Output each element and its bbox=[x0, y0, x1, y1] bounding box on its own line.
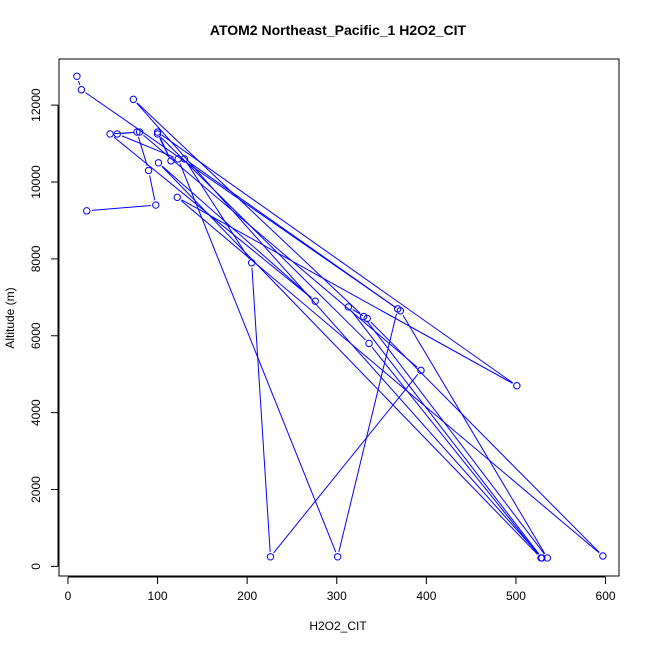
series-line-segment bbox=[136, 102, 539, 555]
x-tick-label: 0 bbox=[65, 589, 72, 603]
series-line-segment bbox=[149, 175, 156, 201]
series-line-segment bbox=[121, 135, 174, 158]
series-line-segment bbox=[179, 163, 337, 553]
data-point bbox=[106, 130, 114, 138]
series-line-segment bbox=[143, 134, 418, 368]
data-point bbox=[73, 72, 81, 81]
series-line-segment bbox=[137, 136, 148, 166]
data-point bbox=[133, 128, 141, 136]
y-axis-label: Altitude (m) bbox=[3, 287, 17, 348]
y-tick-label: 12000 bbox=[29, 88, 43, 122]
x-axis-label: H2O2_CIT bbox=[309, 619, 367, 633]
y-tick-label: 4000 bbox=[29, 399, 43, 426]
y-tick-label: 8000 bbox=[29, 245, 43, 272]
data-point bbox=[359, 312, 368, 321]
series-line-segment bbox=[161, 134, 514, 384]
data-point bbox=[247, 259, 256, 267]
data-point bbox=[167, 157, 175, 165]
x-tick-label: 600 bbox=[596, 589, 616, 603]
data-point bbox=[135, 128, 144, 136]
data-point bbox=[599, 552, 607, 560]
series-line-segment bbox=[91, 204, 151, 211]
x-axis: 0 100 200 300 400 500 600 bbox=[65, 576, 616, 603]
x-tick-label: 400 bbox=[416, 589, 436, 603]
y-tick-label: 10000 bbox=[29, 165, 43, 199]
series-line-segment bbox=[78, 80, 81, 86]
chart-title: ATOM2 Northeast_Pacific_1 H2O2_CIT bbox=[210, 22, 467, 38]
data-point bbox=[173, 193, 181, 202]
data-point bbox=[513, 382, 521, 390]
data-point bbox=[266, 553, 275, 561]
series-line-segment bbox=[181, 199, 513, 384]
x-tick-label: 500 bbox=[506, 589, 526, 603]
data-point bbox=[153, 128, 162, 136]
data-point bbox=[129, 95, 138, 104]
data-point bbox=[417, 366, 425, 375]
data-point bbox=[113, 130, 121, 138]
series-line-segment bbox=[113, 136, 312, 299]
data-point bbox=[153, 130, 162, 138]
series-points bbox=[73, 72, 607, 562]
series-line-segment bbox=[351, 310, 540, 555]
series-line-segment bbox=[366, 320, 545, 555]
data-point bbox=[363, 314, 371, 323]
series-line-segment bbox=[402, 314, 546, 554]
data-point bbox=[311, 297, 319, 305]
series-line-segment bbox=[160, 137, 366, 341]
series-line-segment bbox=[136, 102, 361, 314]
data-point bbox=[393, 305, 402, 313]
data-point bbox=[83, 207, 91, 215]
series-line-segment bbox=[161, 166, 538, 555]
data-point bbox=[154, 159, 163, 167]
series-line-segment bbox=[188, 161, 394, 307]
data-point bbox=[344, 303, 353, 311]
series-line-segment bbox=[371, 347, 539, 555]
series-line-segment bbox=[273, 373, 419, 554]
series-line-segment bbox=[186, 162, 250, 259]
data-point bbox=[333, 553, 342, 561]
y-axis: 0 2000 4000 6000 8000 10000 12000 bbox=[29, 88, 59, 570]
y-tick-label: 2000 bbox=[29, 476, 43, 503]
data-point bbox=[152, 201, 160, 209]
data-point bbox=[144, 166, 153, 175]
x-tick-label: 200 bbox=[237, 589, 257, 603]
series-line-segment bbox=[251, 267, 271, 552]
plot-frame bbox=[58, 58, 620, 577]
y-tick-label: 6000 bbox=[29, 322, 43, 349]
series-line-segment bbox=[338, 313, 397, 553]
data-point bbox=[77, 86, 86, 94]
x-tick-label: 300 bbox=[327, 589, 347, 603]
series-line-segment bbox=[161, 165, 312, 299]
y-tick-label: 0 bbox=[29, 563, 43, 570]
series-line-segment bbox=[180, 200, 600, 554]
series-line-segment bbox=[159, 138, 170, 157]
series-line-segment bbox=[122, 132, 133, 134]
data-point bbox=[174, 155, 182, 163]
series-lines bbox=[78, 80, 600, 555]
data-point bbox=[537, 554, 545, 562]
x-tick-label: 100 bbox=[148, 589, 168, 603]
data-point bbox=[365, 339, 373, 348]
